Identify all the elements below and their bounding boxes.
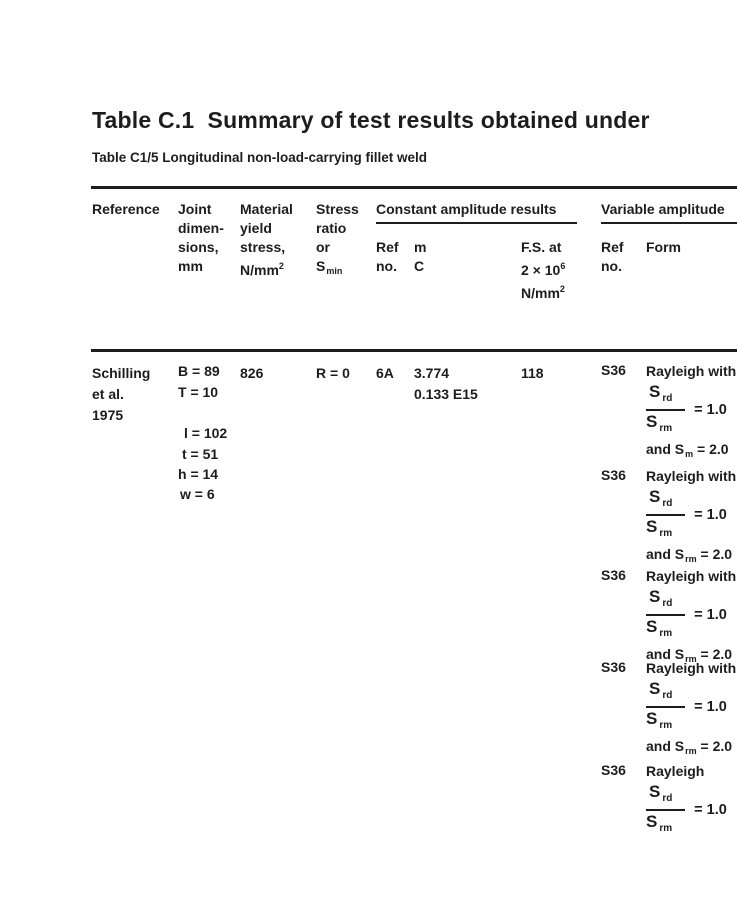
va-entry-form-title: Rayleigh with [646,468,737,484]
group-header-variable-amplitude: Variable amplitude [601,201,725,217]
va-entry-condition: and Sm = 2.0 [646,441,729,459]
cell-stress-ratio: R = 0 [316,365,350,381]
header-joint-line3: sions, [178,239,219,255]
header-stress-line4: Smin [316,258,343,276]
va-entry-form-title: Rayleigh with [646,568,737,584]
variable-amplitude-group-underline [601,222,737,224]
fraction-equals: = 1.0 [694,802,727,818]
cell-joint-dimensions: B = 89 T = 10 l = 102 t = 51 h = 14 w = … [178,363,248,513]
reference-line2: et al. [92,386,124,402]
column-header-joint-dimensions: Joint dimen- sions, mm [178,200,224,276]
cell-fs-value: 118 [521,365,544,381]
va-entry-ref: S36 [601,467,626,483]
header-stress-line1: Stress [316,201,359,217]
reference-line1: Schilling [92,365,151,381]
column-header-va-ref-no: Ref no. [601,238,624,276]
column-header-ca-ref-no: Ref no. [376,238,399,276]
fraction-equals: = 1.0 [694,607,727,623]
joint-dim-h: h = 14 [178,466,219,482]
va-entry-ref: S36 [601,659,626,675]
va-entry-form-title: Rayleigh with [646,363,737,379]
va-entry-condition: and Srm = 2.0 [646,646,733,664]
header-joint-line2: dimen- [178,220,224,236]
va-entry-condition [646,840,737,864]
header-reference-label: Reference [92,201,160,217]
header-material-line4: N/mm2 [240,261,284,278]
fraction-equals: = 1.0 [694,402,727,418]
va-entry-ref: S36 [601,567,626,583]
fraction-equals: = 1.0 [694,699,727,715]
joint-dim-w: w = 6 [180,486,215,502]
header-material-line2: yield [240,220,272,236]
header-fs-line3: N/mm2 [521,284,565,301]
header-m-label: m [414,239,427,255]
cell-reference: Schilling et al. 1975 [92,363,150,426]
header-ca-ref-line2: no. [376,258,397,274]
header-va-ref-line1: Ref [601,239,624,255]
header-stress-line3: or [316,239,330,255]
column-header-va-form: Form [646,239,681,255]
table-top-rule [91,186,737,189]
column-header-ca-fs: F.S. at 2 × 106 N/mm2 [521,238,565,303]
header-joint-line1: Joint [178,201,212,217]
joint-dim-l: l = 102 [184,425,228,441]
header-material-line3: stress, [240,239,286,255]
cell-ca-ref-no: 6A [376,365,394,381]
column-header-stress-ratio: Stress ratio or Smin [316,200,359,281]
joint-dim-B: B = 89 [178,363,220,379]
page-title: Table C.1 Summary of test results obtain… [92,107,650,133]
column-header-ca-m-c: m C [414,238,426,276]
va-entry-form-title: Rayleigh with [646,660,737,676]
header-stress-line2: ratio [316,220,347,236]
joint-dim-t: t = 51 [182,446,219,462]
m-value: 3.774 [414,365,450,381]
header-c-label: C [414,258,425,274]
reference-line3: 1975 [92,407,124,423]
header-fs-line1: F.S. at [521,239,562,255]
header-fs-line2: 2 × 106 [521,261,566,278]
column-header-reference: Reference [92,200,160,219]
va-entry-condition: and Srm = 2.0 [646,546,733,564]
header-ca-ref-line1: Ref [376,239,399,255]
cell-material-value: 826 [240,365,264,381]
group-header-constant-amplitude: Constant amplitude results [376,201,557,217]
header-va-ref-line2: no. [601,258,622,274]
table-header-rule [91,349,737,352]
va-entry-ref: S36 [601,362,626,378]
cell-m-c-values: 3.774 0.133 E15 [414,363,478,405]
c-value: 0.133 E15 [414,386,478,402]
table-subtitle: Table C1/5 Longitudinal non-load-carryin… [92,150,428,165]
constant-amplitude-group-underline [376,222,577,224]
va-entry-ref: S36 [601,762,626,778]
fraction-equals: = 1.0 [694,507,727,523]
va-entry-condition: and Srm = 2.0 [646,738,733,756]
column-header-material-yield: Material yield stress, N/mm2 [240,200,293,280]
header-material-line1: Material [240,201,293,217]
header-joint-line4: mm [178,258,203,274]
va-entry-form-title: Rayleigh [646,763,705,779]
joint-dim-T: T = 10 [178,384,219,400]
